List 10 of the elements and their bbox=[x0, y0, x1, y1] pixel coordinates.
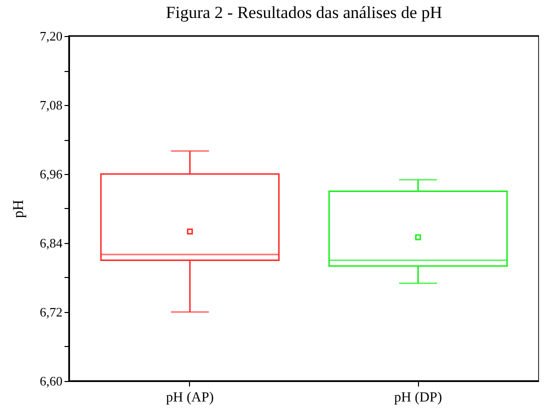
y-tick-label: 7,20 bbox=[40, 28, 62, 44]
chart-title: Figura 2 - Resultados das análises de pH bbox=[166, 3, 442, 22]
y-tick-label: 6,96 bbox=[40, 166, 63, 182]
x-tick-label: pH (AP) bbox=[166, 390, 214, 406]
x-tick-label: pH (DP) bbox=[394, 390, 442, 406]
y-tick-label: 6,72 bbox=[40, 304, 62, 320]
y-axis-title: pH bbox=[10, 200, 27, 218]
y-tick-label: 6,60 bbox=[40, 374, 62, 388]
y-tick-label: 7,08 bbox=[40, 98, 62, 112]
y-tick-label: 6,84 bbox=[40, 236, 63, 250]
